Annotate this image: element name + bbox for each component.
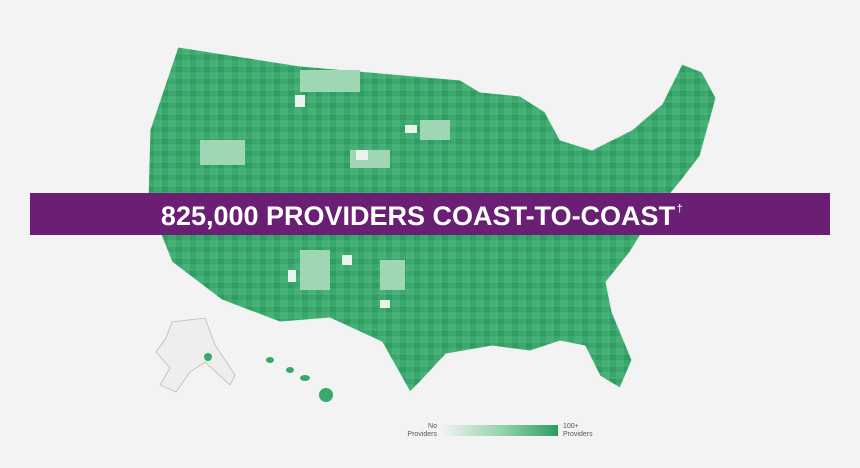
legend-max-label: Providers [563, 431, 593, 438]
hawaii [266, 357, 333, 402]
alaska [155, 317, 236, 393]
legend-gradient [440, 425, 558, 436]
alaska-coverage [204, 353, 212, 361]
banner-text: 825,000 PROVIDERS COAST-TO-COAST [161, 201, 676, 231]
no-coverage-areas [288, 95, 417, 308]
legend-min-label: No [428, 423, 437, 430]
banner-mark: † [677, 203, 683, 215]
banner [30, 193, 830, 235]
legend-max-label: 100+ [563, 423, 579, 430]
legend-min-label: Providers [407, 431, 437, 438]
